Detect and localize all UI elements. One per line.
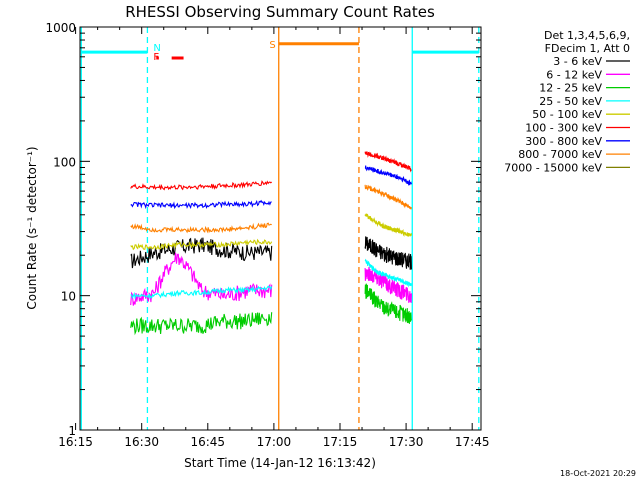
- legend-entry-3: 25 - 50 keV: [539, 95, 602, 108]
- series-line-4-a: [130, 238, 273, 251]
- series-line-7-a: [130, 222, 272, 234]
- series-line-1-b: [364, 266, 412, 303]
- bar-label-S: S: [269, 40, 275, 51]
- x-tick-label-0: 16:15: [58, 435, 93, 449]
- legend-entry-1: 6 - 12 keV: [546, 68, 602, 81]
- legend-entry-2: 12 - 25 keV: [539, 82, 602, 95]
- chart-title: RHESSI Observing Summary Count Rates: [125, 3, 435, 21]
- y-axis-label: Count Rate (s⁻¹ detector⁻¹): [25, 146, 39, 309]
- series-line-0-a: [130, 237, 273, 269]
- legend-entry-0: 3 - 6 keV: [553, 55, 602, 68]
- legend-header-1: FDecim 1, Att 0: [545, 42, 630, 55]
- legend-entry-7: 800 - 7000 keV: [518, 148, 602, 161]
- y-tick-label-1: 10: [61, 290, 76, 304]
- legend-entry-6: 300 - 800 keV: [525, 135, 602, 148]
- y-tick-label-2: 100: [53, 155, 76, 169]
- series-line-6-b: [364, 165, 412, 187]
- x-tick-label-5: 17:30: [389, 435, 424, 449]
- x-tick-label-4: 17:15: [323, 435, 358, 449]
- x-axis-label: Start Time (14-Jan-12 16:13:42): [184, 456, 376, 470]
- x-tick-label-1: 16:30: [124, 435, 159, 449]
- series-line-6-a: [130, 199, 272, 210]
- x-tick-label-2: 16:45: [190, 435, 225, 449]
- series-line-3-a: [130, 285, 273, 300]
- series-line-7-b: [364, 184, 412, 211]
- legend-entry-8: 7000 - 15000 keV: [504, 161, 602, 174]
- y-tick-label-3: 1000: [45, 21, 76, 35]
- series-line-0-b: [364, 236, 412, 270]
- timestamp: 18-Oct-2021 20:29: [560, 469, 636, 478]
- marker-N: N: [153, 43, 160, 54]
- series-line-5-b: [364, 151, 412, 173]
- legend-header-0: Det 1,3,4,5,6,9,: [544, 29, 630, 42]
- legend-entry-5: 100 - 300 keV: [525, 122, 602, 135]
- plot-frame: [79, 26, 482, 431]
- series-line-2-b: [364, 283, 412, 324]
- series-line-5-a: [130, 180, 273, 191]
- x-tick-label-3: 17:00: [257, 435, 292, 449]
- x-tick-label-6: 17:45: [455, 435, 490, 449]
- y-tick-label-0: 1: [68, 424, 76, 438]
- legend-entry-4: 50 - 100 keV: [532, 108, 602, 121]
- series-line-4-b: [364, 212, 412, 237]
- series-line-2-a: [130, 312, 273, 336]
- series-line-3-b: [364, 258, 412, 288]
